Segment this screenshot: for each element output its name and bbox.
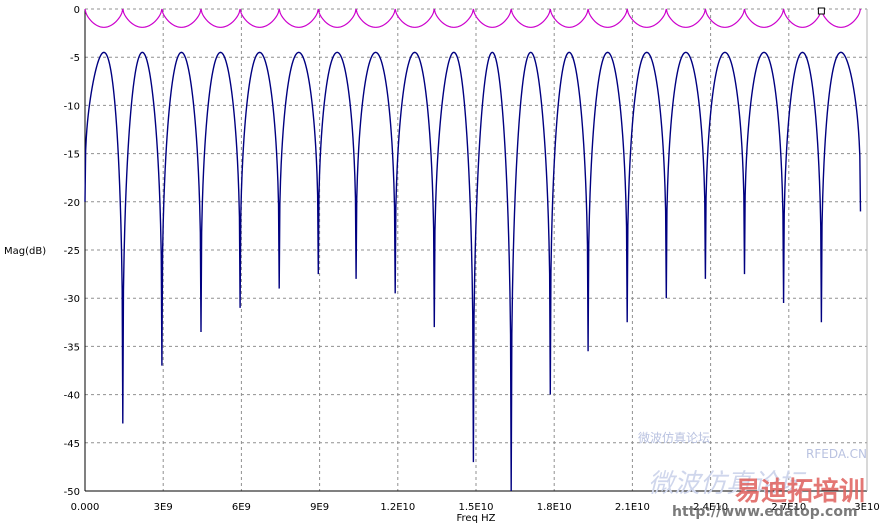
y-tick-label: 0 [74,5,80,16]
x-tick-label: 0.000 [71,502,100,513]
watermark-rfeda: RFEDA.CN [806,447,867,461]
x-tick-label: 3E10 [854,502,879,513]
tick-layer: 0 -5 -10 -15 -20 -25 -30 -35 -40 -45 -50 0.000 3E9 6E… [64,5,880,513]
x-tick-label: 2.4E10 [693,502,728,513]
series-layer [84,8,862,492]
x-tick-label: 9E9 [310,502,329,513]
y-tick-label: -25 [64,246,80,257]
watermark-brand: 易迪拓培训 [735,477,865,507]
x-tick-label: 3E9 [154,502,173,513]
y-tick-label: -30 [64,294,80,305]
x-axis-label: Freq HZ [457,513,496,523]
y-tick-label: -35 [64,342,80,353]
y-tick-label: -40 [64,391,80,402]
x-tick-label: 1.2E10 [380,502,415,513]
watermark-url: http://www.edatop.com [672,504,858,520]
y-tick-label: -50 [64,487,80,498]
y-tick-label: -45 [64,439,80,450]
marker-layer [817,7,825,15]
x-tick-label: 6E9 [232,502,251,513]
grid-layer [84,8,868,492]
watermark-cn-text: 微波仿真论坛 [648,469,807,499]
watermark: 微波仿真论坛 RFEDA.CN 微波仿真论坛 易迪拓培训 http://www.… [638,431,867,520]
y-tick-label: -15 [64,150,80,161]
marker-square[interactable] [817,7,825,15]
y-tick-label: -5 [70,53,80,64]
y-tick-label: -10 [64,101,80,112]
x-tick-label: 2.1E10 [615,502,650,513]
x-tick-label: 1.5E10 [459,502,494,513]
y-tick-label: -20 [64,198,80,209]
series-magenta-line [84,8,862,28]
x-tick-label: 1.8E10 [537,502,572,513]
series-blue-line [84,51,862,492]
x-tick-label: 2.7E10 [771,502,806,513]
watermark-sub-text: 微波仿真论坛 [638,431,710,445]
y-axis-label: Mag(dB) [4,246,46,257]
